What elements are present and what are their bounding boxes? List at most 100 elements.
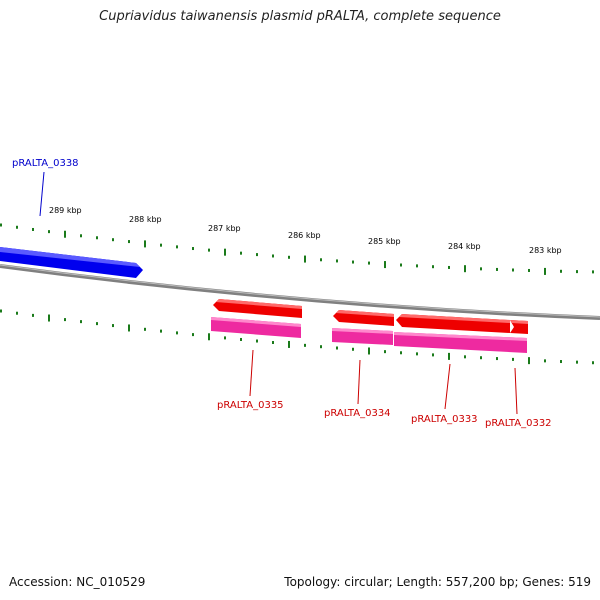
minor-tick	[512, 357, 514, 361]
minor-tick	[384, 350, 386, 354]
minor-tick	[400, 351, 402, 355]
major-tick	[208, 333, 210, 341]
minor-tick	[32, 313, 34, 317]
minor-tick	[160, 329, 162, 333]
outer-scale-ticks	[0, 223, 594, 275]
minor-tick	[80, 234, 82, 238]
minor-tick	[320, 258, 322, 262]
minor-tick	[576, 360, 578, 364]
minor-tick	[112, 238, 114, 242]
minor-tick	[304, 343, 306, 347]
minor-tick	[272, 254, 274, 258]
minor-tick	[240, 337, 242, 341]
minor-tick	[336, 346, 338, 350]
major-tick	[288, 340, 290, 348]
minor-tick	[48, 230, 50, 234]
minor-tick	[272, 341, 274, 345]
major-tick	[464, 265, 466, 273]
gene-label-pRALTA_0335: pRALTA_0335	[217, 400, 284, 411]
minor-tick	[448, 265, 450, 269]
gene-pRALTA_0332[interactable]: pRALTA_0332	[485, 320, 552, 429]
minor-tick	[16, 225, 18, 229]
gene-label-pRALTA_0332: pRALTA_0332	[485, 418, 552, 429]
scale-label-283kbp: 283 kbp	[529, 246, 562, 255]
gene-pRALTA_0335[interactable]: pRALTA_0335	[211, 299, 302, 411]
minor-tick	[512, 268, 514, 272]
minor-tick	[576, 270, 578, 274]
minor-tick	[400, 263, 402, 267]
minor-tick	[160, 243, 162, 247]
minor-tick	[64, 318, 66, 322]
minor-tick	[560, 360, 562, 364]
major-tick	[528, 357, 530, 365]
minor-tick	[112, 324, 114, 328]
minor-tick	[352, 260, 354, 264]
minor-tick	[592, 270, 594, 274]
minor-tick	[352, 347, 354, 351]
minor-tick	[96, 236, 98, 240]
major-tick	[128, 324, 130, 332]
minor-tick	[432, 265, 434, 269]
minor-tick	[224, 336, 226, 340]
minor-tick	[176, 331, 178, 335]
minor-tick	[544, 359, 546, 363]
minor-tick	[336, 259, 338, 263]
minor-tick	[368, 261, 370, 265]
minor-tick	[208, 248, 210, 252]
minor-tick	[96, 322, 98, 326]
gene-label-pRALTA_0334: pRALTA_0334	[324, 408, 391, 419]
major-tick	[304, 255, 306, 263]
major-tick	[544, 267, 546, 275]
minor-tick	[192, 333, 194, 337]
gene-pRALTA_0338[interactable]: pRALTA_0338	[0, 158, 143, 278]
scale-labels: 289 kbp 288 kbp 287 kbp 286 kbp 285 kbp …	[49, 206, 562, 255]
gene-label-pRALTA_0338: pRALTA_0338	[12, 158, 79, 169]
minor-tick	[288, 255, 290, 259]
minor-tick	[496, 357, 498, 361]
minor-tick	[192, 247, 194, 251]
scale-label-286kbp: 286 kbp	[288, 231, 321, 240]
major-tick	[64, 230, 66, 238]
minor-tick	[240, 251, 242, 255]
minor-tick	[432, 353, 434, 357]
minor-tick	[256, 339, 258, 343]
scale-label-289kbp: 289 kbp	[49, 206, 82, 215]
major-tick	[368, 347, 370, 355]
minor-tick	[464, 355, 466, 359]
minor-tick	[128, 240, 130, 244]
major-tick	[48, 314, 50, 322]
minor-tick	[0, 223, 2, 227]
minor-tick	[256, 253, 258, 257]
topology-summary: Topology: circular; Length: 557,200 bp; …	[284, 575, 591, 589]
major-tick	[144, 240, 146, 248]
scale-label-285kbp: 285 kbp	[368, 237, 401, 246]
minor-tick	[320, 345, 322, 349]
minor-tick	[592, 361, 594, 365]
minor-tick	[80, 320, 82, 324]
gene-label-pRALTA_0333: pRALTA_0333	[411, 414, 478, 425]
map-title: Cupriavidus taiwanensis plasmid pRALTA, …	[99, 9, 501, 24]
minor-tick	[176, 245, 178, 249]
minor-tick	[496, 267, 498, 271]
scale-label-287kbp: 287 kbp	[208, 224, 241, 233]
minor-tick	[416, 352, 418, 356]
scale-label-284kbp: 284 kbp	[448, 242, 481, 251]
minor-tick	[0, 309, 2, 313]
inner-scale-ticks	[0, 309, 594, 365]
minor-tick	[32, 227, 34, 231]
scale-label-288kbp: 288 kbp	[129, 215, 162, 224]
minor-tick	[560, 269, 562, 273]
minor-tick	[528, 268, 530, 272]
minor-tick	[480, 267, 482, 271]
major-tick	[384, 261, 386, 269]
minor-tick	[480, 356, 482, 360]
minor-tick	[416, 264, 418, 268]
minor-tick	[16, 311, 18, 315]
major-tick	[224, 248, 226, 256]
major-tick	[448, 352, 450, 360]
minor-tick	[144, 327, 146, 331]
gene-pRALTA_0333[interactable]: pRALTA_0333	[394, 314, 527, 425]
gene-pRALTA_0334[interactable]: pRALTA_0334	[324, 310, 394, 419]
accession-label: Accession: NC_010529	[9, 575, 146, 589]
